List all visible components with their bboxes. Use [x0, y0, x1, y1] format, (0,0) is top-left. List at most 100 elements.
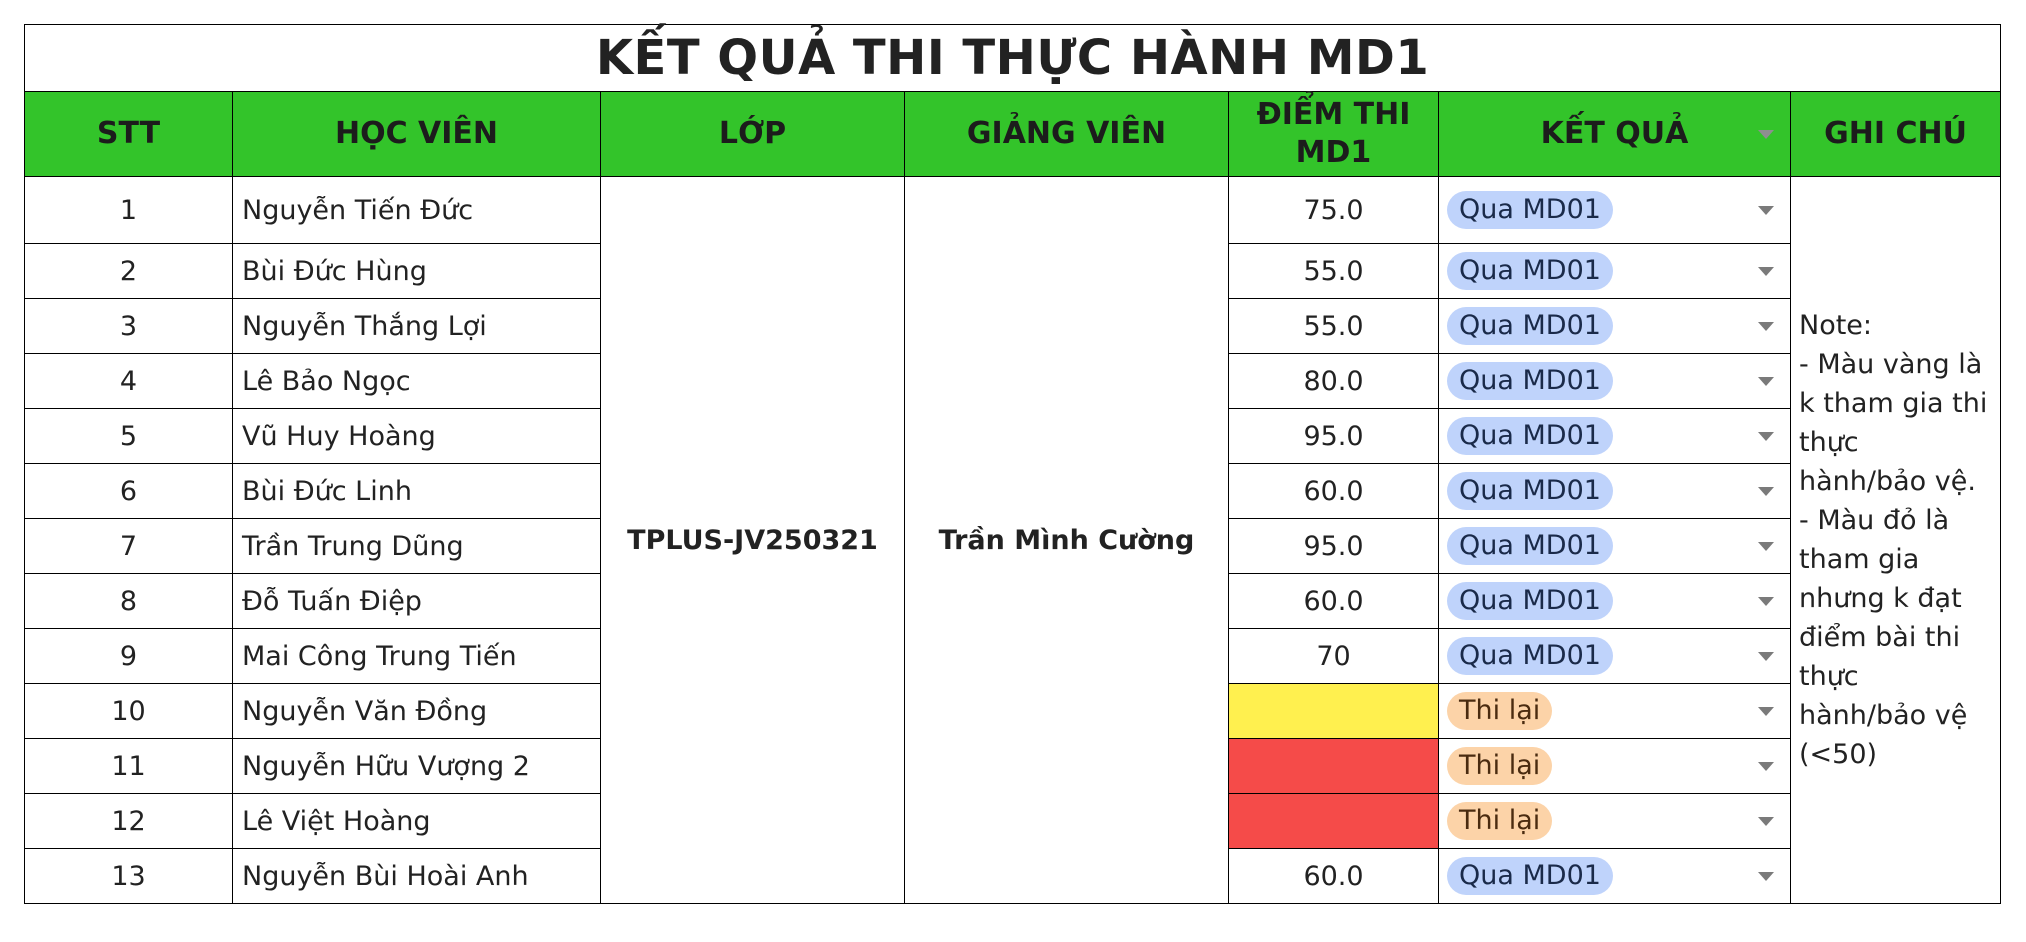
result-chip[interactable]: Thi lại [1447, 747, 1553, 785]
result-chip[interactable]: Qua MD01 [1447, 857, 1613, 895]
dropdown-arrow-icon[interactable] [1758, 542, 1774, 551]
stt-cell[interactable]: 9 [24, 628, 233, 684]
dropdown-arrow-icon[interactable] [1758, 817, 1774, 826]
result-dropdown-cell[interactable]: Qua MD01 [1438, 176, 1791, 244]
score-cell[interactable]: 55.0 [1228, 298, 1439, 354]
student-name-cell[interactable]: Bùi Đức Hùng [232, 243, 601, 299]
dropdown-arrow-icon[interactable] [1758, 872, 1774, 881]
result-dropdown-cell[interactable]: Qua MD01 [1438, 408, 1791, 464]
filter-dropdown-icon[interactable] [1758, 130, 1774, 139]
dropdown-arrow-icon[interactable] [1758, 707, 1774, 716]
score-cell[interactable]: 60.0 [1228, 463, 1439, 519]
student-name-cell[interactable]: Nguyễn Thắng Lợi [232, 298, 601, 354]
result-chip[interactable]: Qua MD01 [1447, 417, 1613, 455]
result-dropdown-cell[interactable]: Qua MD01 [1438, 848, 1791, 904]
score-cell[interactable] [1228, 683, 1439, 739]
result-dropdown-cell[interactable]: Qua MD01 [1438, 463, 1791, 519]
stt-cell[interactable]: 6 [24, 463, 233, 519]
result-dropdown-cell[interactable]: Qua MD01 [1438, 353, 1791, 409]
student-name-cell[interactable]: Nguyễn Hữu Vượng 2 [232, 738, 601, 794]
student-name-cell[interactable]: Vũ Huy Hoàng [232, 408, 601, 464]
result-dropdown-cell[interactable]: Thi lại [1438, 683, 1791, 739]
stt-cell[interactable]: 5 [24, 408, 233, 464]
result-dropdown-cell[interactable]: Thi lại [1438, 738, 1791, 794]
dropdown-arrow-icon[interactable] [1758, 487, 1774, 496]
result-dropdown-cell[interactable]: Thi lại [1438, 793, 1791, 849]
header-score-line2: MD1 [1295, 135, 1372, 170]
stt-cell[interactable]: 4 [24, 353, 233, 409]
result-chip[interactable]: Thi lại [1447, 692, 1553, 730]
header-result[interactable]: KẾT QUẢ [1438, 91, 1791, 177]
result-chip[interactable]: Qua MD01 [1447, 472, 1613, 510]
stt-cell[interactable]: 13 [24, 848, 233, 904]
student-name-cell[interactable]: Lê Bảo Ngọc [232, 353, 601, 409]
dropdown-arrow-icon[interactable] [1758, 762, 1774, 771]
header-score-line1: ĐIỂM THI [1256, 97, 1411, 132]
result-dropdown-cell[interactable]: Qua MD01 [1438, 573, 1791, 629]
result-chip[interactable]: Qua MD01 [1447, 582, 1613, 620]
student-name-cell[interactable]: Bùi Đức Linh [232, 463, 601, 519]
table-row: 1 Nguyễn Tiến Đức TPLUS-JV250321 Trần Mình … [24, 176, 2002, 904]
result-chip[interactable]: Thi lại [1447, 802, 1553, 840]
result-dropdown-cell[interactable]: Qua MD01 [1438, 518, 1791, 574]
result-chip[interactable]: Qua MD01 [1447, 307, 1613, 345]
note-cell[interactable]: Note: - Màu vàng là k tham gia thi thực … [1789, 176, 2002, 904]
stt-cell[interactable]: 2 [24, 243, 233, 299]
stt-cell[interactable]: 3 [24, 298, 233, 354]
score-cell[interactable]: 60.0 [1228, 848, 1439, 904]
table-row: 6 Bùi Đức Linh 60.0 Qua MD01 [24, 463, 2001, 519]
score-cell[interactable]: 55.0 [1228, 243, 1439, 299]
student-name-cell[interactable]: Nguyễn Tiến Đức [232, 176, 601, 244]
note-text: Note: - Màu vàng là k tham gia thi thực … [1799, 310, 1988, 770]
table-row: 13 Nguyễn Bùi Hoài Anh 60.0 Qua MD01 [24, 848, 2001, 904]
result-dropdown-cell[interactable]: Qua MD01 [1438, 628, 1791, 684]
dropdown-arrow-icon[interactable] [1758, 206, 1774, 215]
header-note: GHI CHÚ [1789, 91, 2002, 177]
result-chip[interactable]: Qua MD01 [1447, 527, 1613, 565]
table-row: 2 Bùi Đức Hùng 55.0 Qua MD01 [24, 243, 2001, 299]
table-row: 7 Trần Trung Dũng 95.0 Qua MD01 [24, 518, 2001, 574]
stt-cell[interactable]: 7 [24, 518, 233, 574]
dropdown-arrow-icon[interactable] [1758, 322, 1774, 331]
score-cell[interactable]: 95.0 [1228, 408, 1439, 464]
header-stt: STT [24, 91, 233, 177]
stt-cell[interactable]: 11 [24, 738, 233, 794]
class-cell[interactable]: TPLUS-JV250321 [600, 176, 905, 904]
table-row: 11 Nguyễn Hữu Vượng 2 Thi lại [24, 738, 2001, 794]
score-cell[interactable]: 80.0 [1228, 353, 1439, 409]
student-name-cell[interactable]: Nguyễn Văn Đồng [232, 683, 601, 739]
result-chip[interactable]: Qua MD01 [1447, 637, 1613, 675]
dropdown-arrow-icon[interactable] [1758, 652, 1774, 661]
score-cell[interactable]: 95.0 [1228, 518, 1439, 574]
student-name-cell[interactable]: Mai Công Trung Tiến [232, 628, 601, 684]
header-score: ĐIỂM THI MD1 [1228, 91, 1439, 177]
score-cell[interactable] [1228, 793, 1439, 849]
result-chip[interactable]: Qua MD01 [1447, 252, 1613, 290]
table-row: 10 Nguyễn Văn Đồng Thi lại [24, 683, 2001, 739]
student-name-cell[interactable]: Nguyễn Bùi Hoài Anh [232, 848, 601, 904]
score-cell[interactable]: 60.0 [1228, 573, 1439, 629]
header-result-label: KẾT QUẢ [1540, 116, 1689, 151]
lecturer-cell[interactable]: Trần Mình Cường [904, 176, 1229, 904]
dropdown-arrow-icon[interactable] [1758, 377, 1774, 386]
stt-cell[interactable]: 8 [24, 573, 233, 629]
dropdown-arrow-icon[interactable] [1758, 432, 1774, 441]
result-chip[interactable]: Qua MD01 [1447, 191, 1613, 229]
table-row: 12 Lê Việt Hoàng Thi lại [24, 793, 2001, 849]
result-dropdown-cell[interactable]: Qua MD01 [1438, 243, 1791, 299]
header-row: STT HỌC VIÊN LỚP GIẢNG VIÊN ĐIỂM THI MD1… [24, 91, 2002, 177]
stt-cell[interactable]: 12 [24, 793, 233, 849]
stt-cell[interactable]: 10 [24, 683, 233, 739]
score-cell[interactable] [1228, 738, 1439, 794]
result-chip[interactable]: Qua MD01 [1447, 362, 1613, 400]
dropdown-arrow-icon[interactable] [1758, 267, 1774, 276]
stt-cell[interactable]: 1 [24, 176, 233, 244]
student-name-cell[interactable]: Trần Trung Dũng [232, 518, 601, 574]
result-dropdown-cell[interactable]: Qua MD01 [1438, 298, 1791, 354]
score-cell[interactable]: 75.0 [1228, 176, 1439, 244]
dropdown-arrow-icon[interactable] [1758, 597, 1774, 606]
student-name-cell[interactable]: Đỗ Tuấn Điệp [232, 573, 601, 629]
table-row: 8 Đỗ Tuấn Điệp 60.0 Qua MD01 [24, 573, 2001, 629]
score-cell[interactable]: 70 [1228, 628, 1439, 684]
student-name-cell[interactable]: Lê Việt Hoàng [232, 793, 601, 849]
